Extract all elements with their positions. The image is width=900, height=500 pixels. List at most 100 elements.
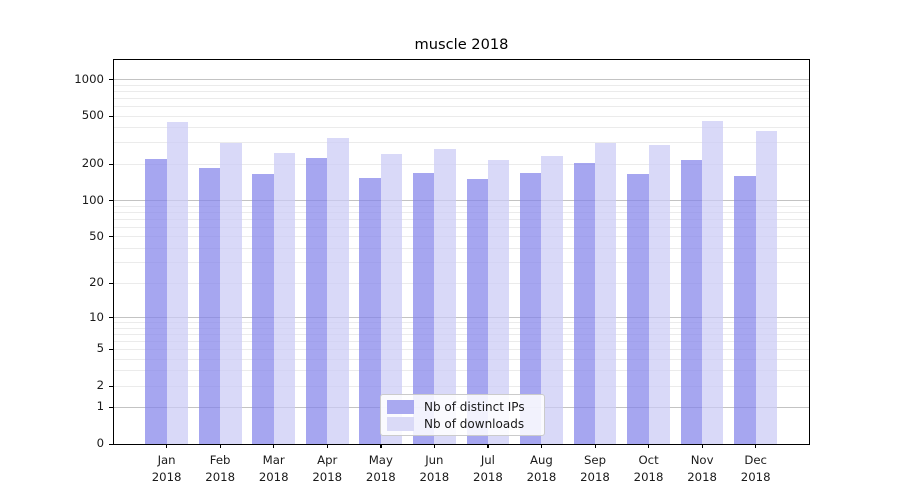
bar-downloads-apr [327,137,349,444]
x-tick-month: Mar [262,453,285,467]
gridline-minor [114,90,809,92]
x-tick-label: Jul 2018 [456,452,520,485]
gridline-minor [114,327,809,329]
x-tick [219,444,221,448]
x-tick-month: Apr [317,453,338,467]
y-tick [109,79,113,81]
x-tick-month: Dec [744,453,767,467]
x-tick-label: Sep 2018 [563,452,627,485]
x-tick-year: 2018 [580,469,610,484]
x-tick-label: Apr 2018 [295,452,359,485]
legend-swatch-downloads [387,416,414,431]
legend-item-distinct-ips: Nb of distinct IPs [387,399,538,414]
y-tick-label: 200 [81,156,104,171]
x-tick-label: May 2018 [349,452,413,485]
gridline-minor [114,163,809,165]
x-tick-label: Jan 2018 [135,452,199,485]
x-tick [648,444,650,448]
y-tick-label: 1000 [74,71,104,86]
y-tick-label: 100 [81,192,104,207]
legend-item-downloads: Nb of downloads [387,416,538,431]
gridline-minor [114,97,809,99]
legend-label-downloads: Nb of downloads [424,416,525,431]
bar-downloads-jan [166,122,188,444]
x-tick-label: Nov 2018 [670,452,734,485]
legend-swatch-distinct-ips [387,399,414,414]
y-tick [109,282,113,285]
x-tick-year: 2018 [365,469,396,484]
y-tick [109,443,113,445]
x-tick-year: 2018 [526,469,557,484]
bar-ips-oct [627,174,649,444]
x-tick [273,444,275,448]
x-tick [540,444,543,448]
legend-label-distinct-ips: Nb of distinct IPs [424,399,525,414]
x-tick [166,444,168,448]
bar-downloads-oct [648,144,670,444]
bar-ips-jun [412,172,435,444]
x-tick-month: Jun [425,453,444,467]
bar-downloads-jul [487,160,510,444]
x-tick [433,444,436,448]
gridline-minor [114,340,809,342]
x-tick-label: Jun 2018 [402,452,466,485]
plot-area [113,59,810,445]
gridline-minor [114,84,809,86]
gridline-minor [114,105,809,107]
bar-ips-feb [198,168,221,444]
x-tick-month: Sep [583,453,607,467]
bar-downloads-may [380,153,403,444]
bar-ips-aug [520,172,542,444]
x-tick [594,444,596,448]
gridline-minor [114,358,809,360]
x-tick-month: Jul [480,453,495,467]
gridline-minor [114,218,809,220]
gridline-minor [114,370,809,372]
bar-ips-mar [252,174,274,444]
x-tick-year: 2018 [473,469,503,484]
bar-downloads-dec [755,130,778,444]
x-tick [701,444,703,448]
gridline-minor [114,205,809,207]
x-tick-month: Jan [157,453,176,467]
gridline-minor [114,322,809,324]
x-tick-month: Feb [209,453,231,467]
y-tick-label: 10 [89,309,104,324]
x-tick-year: 2018 [258,469,289,484]
gridline-major [114,200,809,202]
gridline-major [114,79,809,81]
y-tick-label: 0 [96,436,104,450]
legend: Nb of distinct IPs Nb of downloads [380,394,545,436]
y-tick [109,348,113,351]
bar-downloads-sep [595,142,617,444]
gridline-minor [114,115,809,117]
gridline-minor [114,247,809,249]
gridline-minor [114,236,809,238]
x-tick-month: Nov [690,453,714,467]
x-tick-label: Aug 2018 [509,452,573,485]
y-tick-label: 5 [96,341,104,356]
x-tick-year: 2018 [740,469,771,484]
bar-ips-apr [305,158,328,444]
bar-ips-jul [466,179,488,444]
y-tick [109,385,113,387]
gridline-minor [114,385,809,387]
x-tick-label: Oct 2018 [617,452,681,485]
gridline-minor [114,127,809,129]
gridline-minor [114,348,809,350]
x-tick-year: 2018 [205,469,236,484]
x-tick-month: Aug [530,453,553,467]
x-tick [380,444,382,448]
y-tick-label: 20 [89,275,104,290]
bar-ips-may [359,177,381,444]
gridline-minor [114,226,809,228]
x-tick-label: Feb 2018 [188,452,252,485]
bar-downloads-nov [702,121,724,444]
x-tick-label: Mar 2018 [242,452,306,485]
gridline-minor [114,282,809,284]
bar-ips-jan [145,159,167,444]
x-tick [755,444,757,448]
y-tick [109,200,113,202]
gridline-major [114,317,809,319]
